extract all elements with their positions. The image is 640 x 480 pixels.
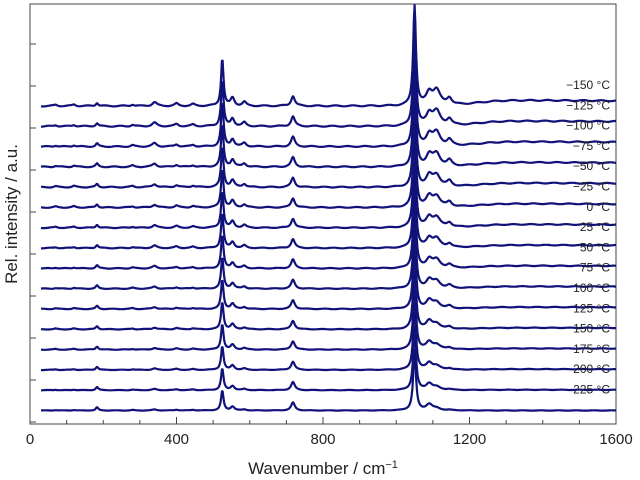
series-label: 200 °C <box>573 362 610 376</box>
spectrum-line <box>40 233 617 311</box>
series-label: −125 °C <box>566 98 610 112</box>
spectra-series <box>40 3 617 412</box>
x-tick-label: 0 <box>26 431 34 448</box>
x-tick-label: 1200 <box>453 431 486 448</box>
series-label: −150 °C <box>566 78 610 92</box>
series-label: 0 °C <box>587 200 611 214</box>
x-tick-label: 1600 <box>599 431 632 448</box>
series-label: 25 °C <box>580 220 610 234</box>
x-tick-label: 800 <box>310 431 335 448</box>
series-label: −50 °C <box>573 159 610 173</box>
series-labels: −150 °C −125 °C −100 °C −75 °C −50 °C −25 °C 0… <box>566 78 610 397</box>
series-label: 225 °C <box>573 383 610 397</box>
spectrum-line <box>40 187 617 270</box>
spectrum-line <box>40 326 617 392</box>
spectrum-line <box>40 280 617 351</box>
x-axis-ticks <box>29 417 617 424</box>
spectrum-line <box>40 142 617 230</box>
y-axis-label: Rel. intensity / a.u. <box>2 144 21 284</box>
spectrum-line <box>40 210 617 290</box>
spectrum-line <box>40 256 617 331</box>
series-label: 125 °C <box>573 301 610 315</box>
series-label: −25 °C <box>573 180 610 194</box>
spectrum-line <box>40 72 617 169</box>
series-label: 75 °C <box>580 261 610 275</box>
series-label: −100 °C <box>566 119 610 133</box>
x-axis-label: Wavenumber / cm−1 <box>248 459 398 478</box>
x-axis-tick-labels: 0 400 800 1200 1600 <box>26 431 633 448</box>
series-label: 50 °C <box>580 240 610 254</box>
series-label: 100 °C <box>573 281 610 295</box>
series-label: −75 °C <box>573 139 610 153</box>
spectrum-line <box>40 118 617 209</box>
spectrum-line <box>40 95 617 189</box>
spectrum-line <box>40 348 617 412</box>
series-label: 175 °C <box>573 342 610 356</box>
spectrum-line <box>40 49 617 149</box>
spectrum-line <box>40 26 617 128</box>
spectrum-line <box>40 3 617 108</box>
y-axis-ticks <box>30 43 36 423</box>
plot-frame <box>29 3 617 425</box>
spectrum-line <box>40 165 617 250</box>
spectrum-line <box>40 303 617 372</box>
series-label: 150 °C <box>573 322 610 336</box>
x-tick-label: 400 <box>164 431 189 448</box>
